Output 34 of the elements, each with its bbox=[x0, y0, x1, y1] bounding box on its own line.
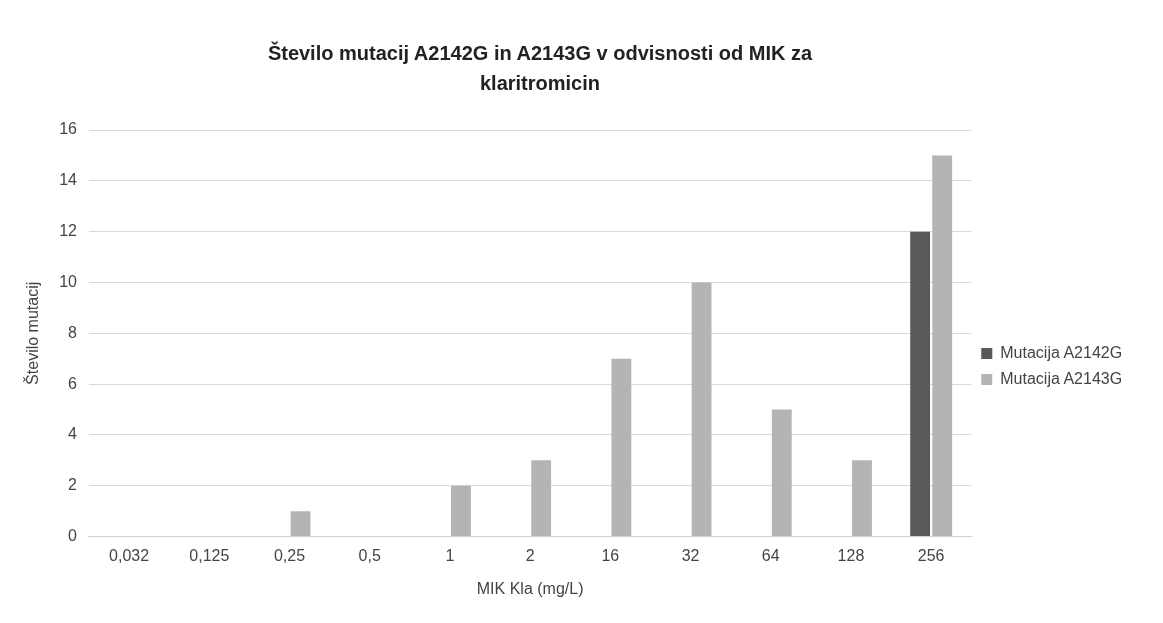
y-tick-label: 14 bbox=[59, 171, 78, 189]
y-tick-label: 16 bbox=[59, 120, 78, 138]
y-tick-label: 10 bbox=[59, 272, 78, 290]
bar bbox=[852, 460, 872, 537]
legend-label: Mutacija A2143G bbox=[1000, 369, 1123, 387]
x-tick-label: 128 bbox=[837, 546, 865, 564]
bar bbox=[932, 155, 953, 537]
y-tick-label: 8 bbox=[68, 323, 78, 341]
bar bbox=[290, 511, 311, 537]
x-tick-label: 0,5 bbox=[358, 546, 381, 564]
bar bbox=[451, 485, 471, 537]
bar bbox=[910, 231, 931, 537]
y-tick-label: 12 bbox=[59, 222, 78, 240]
bar bbox=[531, 460, 552, 537]
x-tick-label: 1 bbox=[445, 546, 455, 564]
y-tick-label: 0 bbox=[68, 527, 78, 545]
chart-title: Število mutacij A2142G in A2143G v odvisnosti od MIK za klaritromicin bbox=[266, 40, 814, 96]
bar bbox=[611, 358, 632, 537]
y-tick-label: 2 bbox=[68, 476, 78, 494]
x-tick-label: 0,125 bbox=[189, 546, 230, 564]
x-tick-label: 0,25 bbox=[273, 546, 306, 564]
y-tick-label: 4 bbox=[68, 425, 78, 443]
x-tick-label: 32 bbox=[681, 546, 700, 564]
x-tick-label: 2 bbox=[525, 546, 535, 564]
bar bbox=[771, 409, 792, 537]
legend-label: Mutacija A2142G bbox=[1000, 343, 1123, 361]
x-tick-label: 64 bbox=[761, 546, 780, 564]
x-tick-label: 0,032 bbox=[109, 546, 150, 564]
x-axis-title: MIK Kla (mg/L) bbox=[476, 579, 584, 597]
x-tick-label: 256 bbox=[917, 546, 945, 564]
y-tick-label: 6 bbox=[68, 374, 78, 392]
y-axis-title: Število mutacij bbox=[23, 281, 42, 385]
x-tick-label: 16 bbox=[601, 546, 620, 564]
bar bbox=[691, 282, 712, 537]
